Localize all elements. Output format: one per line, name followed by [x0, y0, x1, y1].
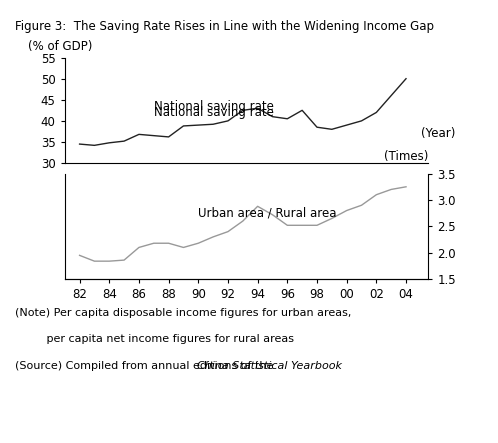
Text: China Statistical Yearbook: China Statistical Yearbook	[197, 361, 342, 371]
Text: Urban area / Rural area: Urban area / Rural area	[198, 207, 337, 220]
Text: (Times): (Times)	[384, 150, 428, 163]
Text: (% of GDP): (% of GDP)	[28, 40, 93, 53]
Text: (Year): (Year)	[421, 127, 455, 140]
Text: Figure 3:  The Saving Rate Rises in Line with the Widening Income Gap: Figure 3: The Saving Rate Rises in Line …	[15, 20, 434, 33]
Text: National saving rate: National saving rate	[154, 106, 273, 119]
Text: (Note) Per capita disposable income figures for urban areas,: (Note) Per capita disposable income figu…	[15, 308, 351, 318]
Text: National saving rate: National saving rate	[154, 100, 273, 113]
Text: (Source) Compiled from annual editions of the: (Source) Compiled from annual editions o…	[15, 361, 277, 371]
Text: per capita net income figures for rural areas: per capita net income figures for rural …	[15, 334, 294, 345]
